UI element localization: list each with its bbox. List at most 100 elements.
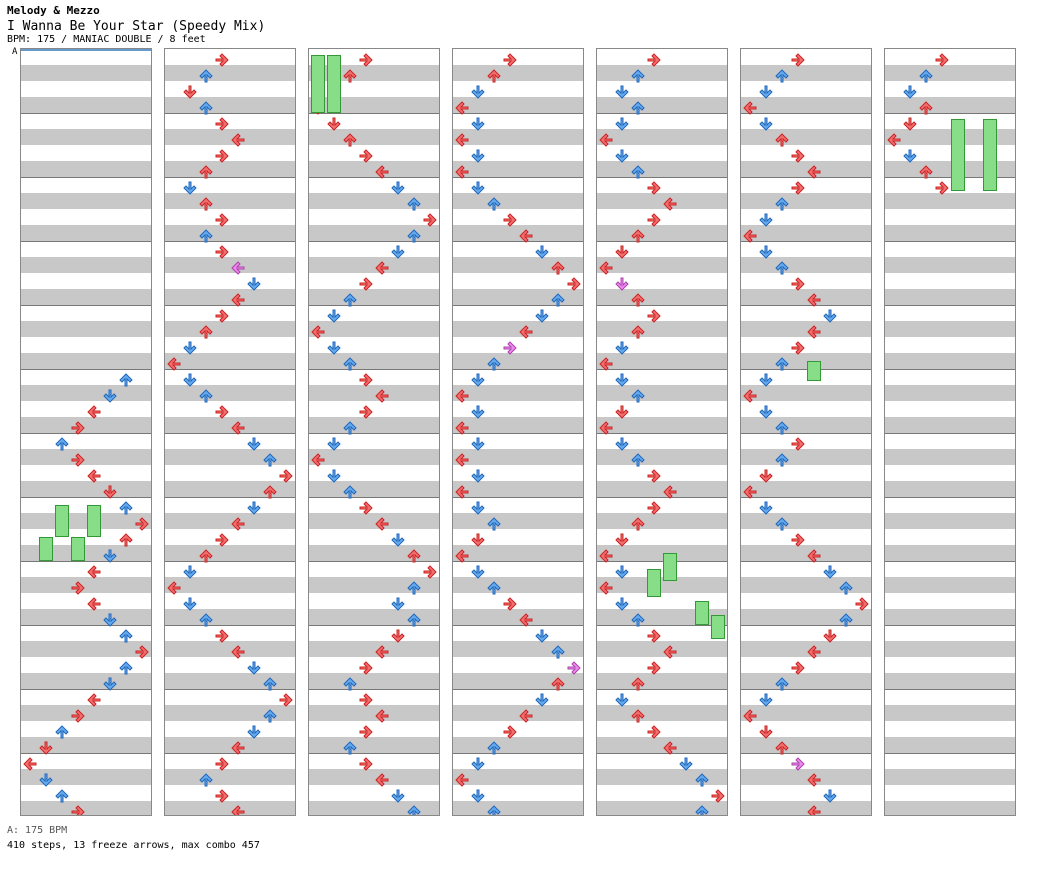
red-arrow-note [423, 213, 437, 227]
red-arrow-note [791, 341, 805, 355]
measure-line [741, 305, 871, 306]
red-arrow-note [647, 501, 661, 515]
beat-stripe [165, 385, 295, 401]
red-arrow-note [455, 165, 469, 179]
beat-stripe [885, 417, 1015, 433]
measure-line [165, 177, 295, 178]
red-arrow-note [743, 389, 757, 403]
red-arrow-note [215, 533, 229, 547]
blue-arrow-note [55, 725, 69, 739]
beat-stripe [597, 513, 727, 529]
blue-arrow-note [775, 69, 789, 83]
beat-stripe [453, 129, 583, 145]
blue-arrow-note [759, 373, 773, 387]
beat-stripe [21, 449, 151, 465]
red-arrow-note [471, 533, 485, 547]
red-arrow-note [615, 405, 629, 419]
measure-line [21, 753, 151, 754]
red-arrow-note [423, 565, 437, 579]
beat-stripe [21, 257, 151, 273]
blue-arrow-note [631, 613, 645, 627]
blue-arrow-note [487, 517, 501, 531]
beat-stripe [453, 545, 583, 561]
beat-stripe [21, 161, 151, 177]
red-arrow-note [887, 133, 901, 147]
measure-line [165, 433, 295, 434]
blue-arrow-note [471, 789, 485, 803]
red-arrow-note [519, 613, 533, 627]
blue-arrow-note [55, 789, 69, 803]
beat-stripe [309, 321, 439, 337]
blue-arrow-note [407, 581, 421, 595]
beat-stripe [885, 577, 1015, 593]
red-arrow-note [375, 389, 389, 403]
red-arrow-note [343, 69, 357, 83]
beat-stripe [165, 545, 295, 561]
red-arrow-note [455, 389, 469, 403]
red-arrow-note [599, 357, 613, 371]
blue-arrow-note [119, 373, 133, 387]
beat-stripe [741, 513, 871, 529]
blue-arrow-note [775, 261, 789, 275]
measure-line [165, 305, 295, 306]
blue-arrow-note [391, 789, 405, 803]
beat-stripe [597, 673, 727, 689]
red-arrow-note [199, 325, 213, 339]
beat-stripe [21, 417, 151, 433]
red-arrow-note [647, 309, 661, 323]
measure-line [597, 241, 727, 242]
beat-stripe [741, 641, 871, 657]
blue-arrow-note [119, 661, 133, 675]
red-arrow-note [135, 645, 149, 659]
freeze-arrow [71, 537, 85, 561]
red-arrow-note [199, 197, 213, 211]
blue-arrow-note [615, 373, 629, 387]
beat-stripe [453, 641, 583, 657]
chart-column-6 [740, 48, 872, 816]
red-arrow-note [743, 101, 757, 115]
red-arrow-note [455, 549, 469, 563]
red-arrow-note [791, 53, 805, 67]
measure-line [885, 433, 1015, 434]
freeze-arrow [807, 361, 821, 381]
beat-stripe [309, 97, 439, 113]
beat-stripe [741, 353, 871, 369]
beat-stripe [309, 193, 439, 209]
beat-stripe [741, 609, 871, 625]
blue-arrow-note [327, 341, 341, 355]
red-arrow-note [551, 261, 565, 275]
blue-arrow-note [551, 293, 565, 307]
measure-line [21, 305, 151, 306]
freeze-arrow [711, 615, 725, 639]
blue-arrow-note [487, 581, 501, 595]
blue-arrow-note [471, 501, 485, 515]
red-arrow-note [631, 677, 645, 691]
chart-column-4 [452, 48, 584, 816]
blue-arrow-note [615, 437, 629, 451]
blue-arrow-note [551, 645, 565, 659]
beat-stripe [453, 289, 583, 305]
beat-stripe [309, 769, 439, 785]
red-arrow-note [455, 485, 469, 499]
measure-line [309, 369, 439, 370]
blue-arrow-note [759, 85, 773, 99]
blue-arrow-note [407, 229, 421, 243]
red-arrow-note [791, 181, 805, 195]
beat-stripe [741, 65, 871, 81]
beat-stripe [21, 673, 151, 689]
blue-arrow-note [199, 613, 213, 627]
red-arrow-note [807, 293, 821, 307]
blue-arrow-note [471, 117, 485, 131]
blue-arrow-note [615, 341, 629, 355]
beat-stripe [597, 577, 727, 593]
red-arrow-note [87, 405, 101, 419]
blue-arrow-note [471, 373, 485, 387]
red-arrow-note [711, 789, 725, 803]
red-arrow-note [647, 213, 661, 227]
measure-line [21, 625, 151, 626]
measure-line [165, 497, 295, 498]
red-arrow-note [327, 117, 341, 131]
blue-arrow-note [183, 565, 197, 579]
red-arrow-note [215, 149, 229, 163]
beat-stripe [165, 449, 295, 465]
